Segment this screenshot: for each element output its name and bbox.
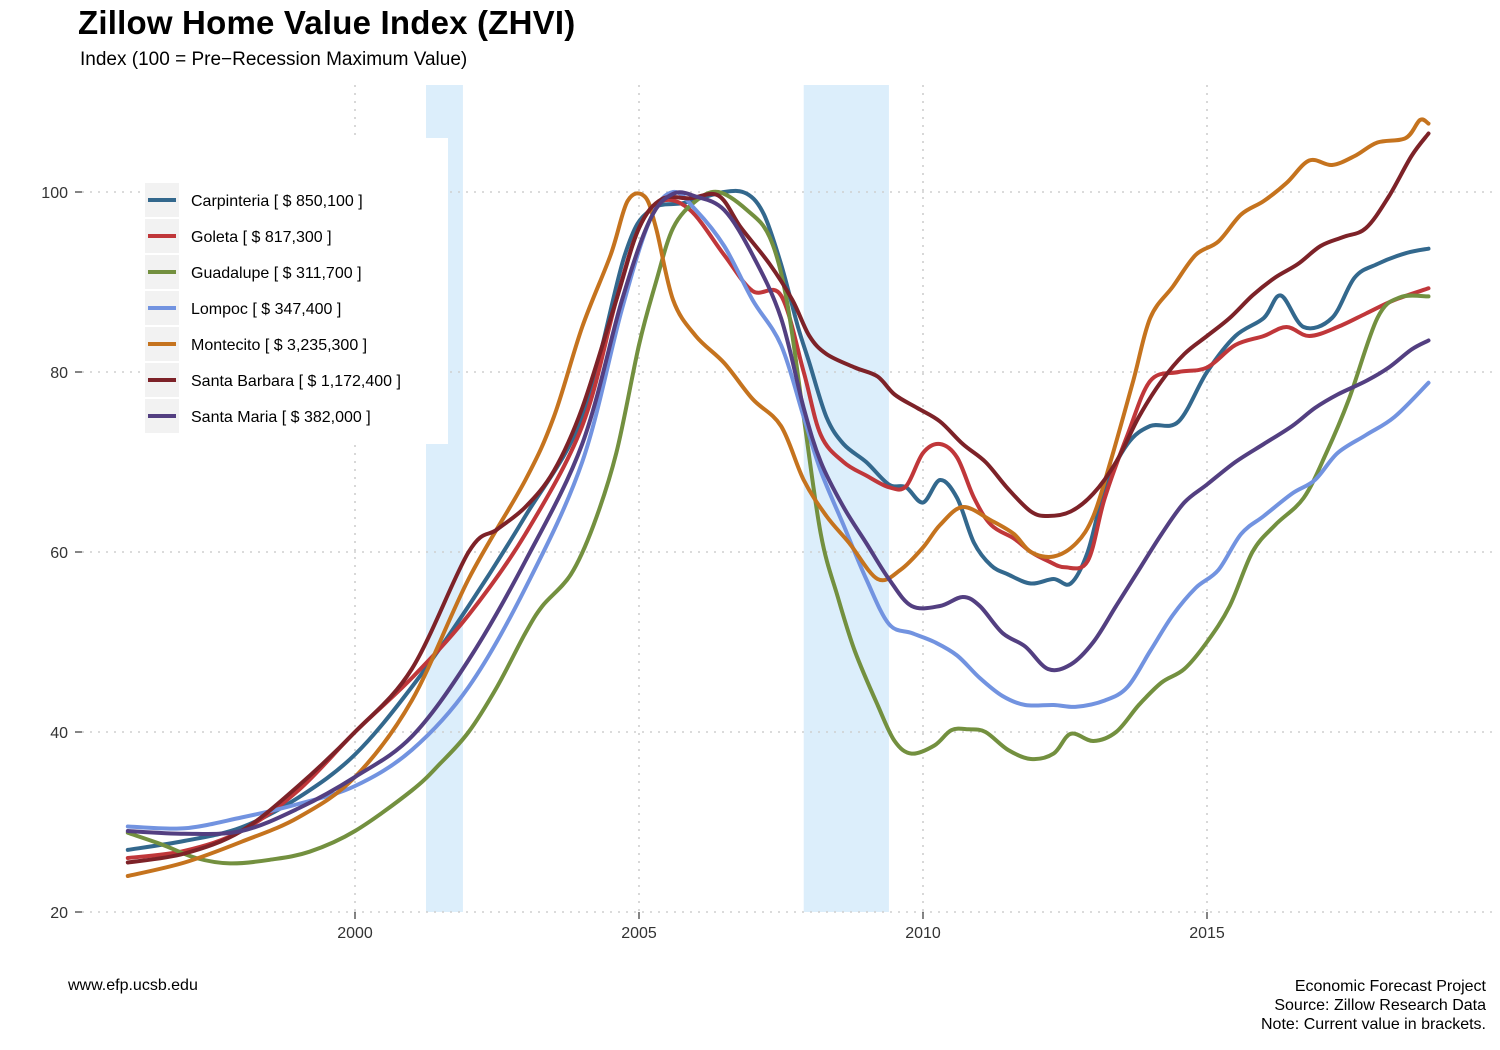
legend: Carpinteria [ $ 850,100 ] Goleta [ $ 817,… — [140, 138, 448, 444]
footer-url: www.efp.ucsb.edu — [68, 977, 198, 994]
footer-line-1: Economic Forecast Project — [1294, 978, 1486, 995]
x-tick-label: 2000 — [337, 925, 373, 942]
x-tick-label: 2005 — [621, 925, 657, 942]
y-tick-label: 80 — [50, 365, 68, 382]
legend-label-santa-barbara: Santa Barbara [ $ 1,172,400 ] — [191, 373, 401, 390]
footer-line-2: Source: Zillow Research Data — [1274, 997, 1486, 1014]
recession-band-2 — [803, 85, 889, 912]
legend-label-montecito: Montecito [ $ 3,235,300 ] — [191, 337, 367, 354]
y-tick-label: 100 — [41, 185, 68, 202]
legend-box — [140, 138, 448, 444]
series-line-santa-barbara — [125, 131, 1431, 865]
axes: 20 40 60 80 100 2000 2005 2010 2015 — [41, 185, 1225, 942]
series-line-goleta — [125, 197, 1431, 860]
legend-label-carpinteria: Carpinteria [ $ 850,100 ] — [191, 193, 363, 210]
series-lines — [125, 117, 1431, 878]
series-line-lompoc — [125, 189, 1431, 831]
series-line-montecito — [125, 117, 1431, 878]
chart-title: Zillow Home Value Index (ZHVI) — [78, 4, 576, 41]
x-tick-label: 2010 — [905, 925, 941, 942]
chart-subtitle: Index (100 = Pre−Recession Maximum Value… — [80, 49, 468, 70]
legend-label-goleta: Goleta [ $ 817,300 ] — [191, 229, 332, 246]
series-line-guadalupe — [125, 189, 1431, 866]
legend-label-lompoc: Lompoc [ $ 347,400 ] — [191, 301, 341, 318]
y-tick-label: 60 — [50, 545, 68, 562]
footer-line-3: Note: Current value in brackets. — [1261, 1016, 1486, 1033]
series-line-santa-maria — [125, 190, 1431, 836]
footer-notes: Economic Forecast Project Source: Zillow… — [1261, 977, 1486, 1034]
legend-label-guadalupe: Guadalupe [ $ 311,700 ] — [191, 265, 362, 282]
x-tick-label: 2015 — [1189, 925, 1225, 942]
y-tick-label: 40 — [50, 725, 68, 742]
y-tick-label: 20 — [50, 905, 68, 922]
legend-label-santa-maria: Santa Maria [ $ 382,000 ] — [191, 409, 371, 426]
